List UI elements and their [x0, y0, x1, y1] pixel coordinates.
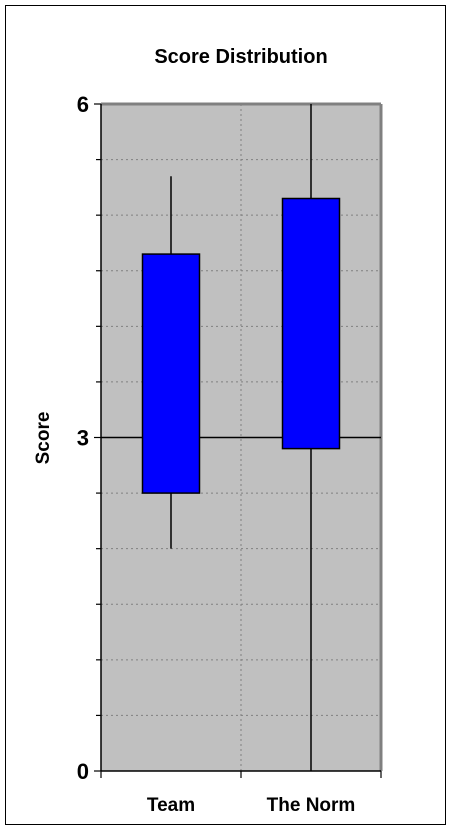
- box-the-norm: [281, 197, 341, 450]
- box-plot-chart: Score Distribution 0 3 6 Team The Norm Score: [33, 46, 383, 816]
- chart-frame: Score Distribution 0 3 6 Team The Norm Score: [5, 5, 446, 825]
- x-tick-label: Team: [147, 795, 195, 816]
- y-tick-label: 3: [77, 426, 89, 451]
- y-tick-label: 0: [77, 759, 89, 784]
- plot-area: 0 3 6 Team The Norm: [77, 92, 383, 816]
- y-tick-label: 6: [77, 92, 89, 117]
- y-axis-label: Score: [33, 412, 54, 465]
- box-team: [141, 253, 201, 494]
- chart-title: Score Distribution: [154, 46, 327, 68]
- x-tick-label: The Norm: [267, 795, 356, 816]
